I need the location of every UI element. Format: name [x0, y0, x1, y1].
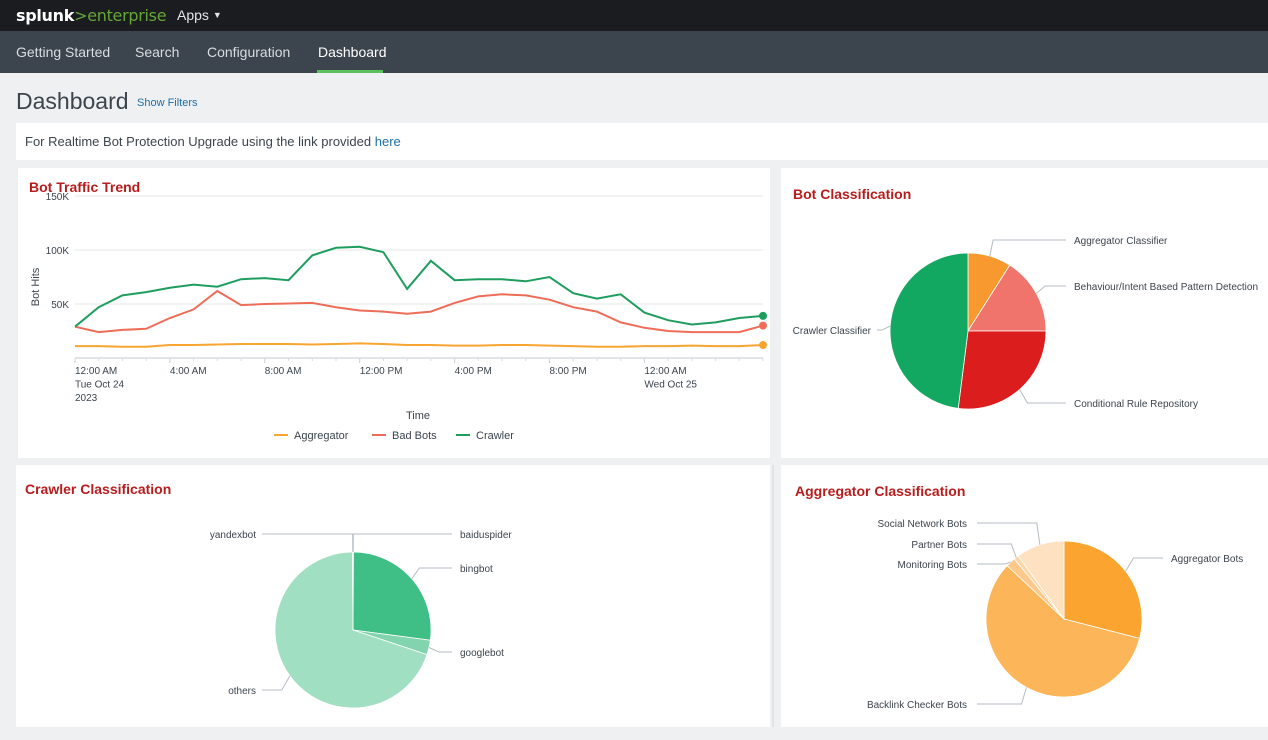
- splunk-logo[interactable]: splunk>enterprise: [16, 6, 167, 25]
- x-tick-label: 4:00 PM: [455, 366, 492, 377]
- series-line-aggregator[interactable]: [75, 342, 764, 348]
- leader-line: [1019, 389, 1066, 404]
- panel-divider: [772, 465, 774, 727]
- leader-line: [989, 239, 1066, 257]
- pie-slice-conditional-rule-repository[interactable]: [957, 330, 1047, 410]
- leader-line: [1036, 285, 1066, 294]
- leader-line: [977, 561, 1011, 565]
- bot-classification-panel: Bot Classification Aggregator Classifier…: [781, 168, 1268, 458]
- crawler-classification-pie: baiduspider bingbot googlebot others yandexb…: [210, 530, 512, 709]
- pie-slice-crawler-classifier[interactable]: [889, 252, 969, 409]
- pie-label-monitoring-bots: Monitoring Bots: [898, 560, 967, 571]
- leader-line: [977, 687, 1027, 705]
- series-endpoint-bad-bots: [759, 321, 767, 330]
- y-tick-label: 50K: [51, 300, 69, 311]
- banner-message: For Realtime Bot Protection Upgrade usin…: [25, 134, 401, 149]
- panel-title-aggregator-classification: Aggregator Classification: [795, 483, 966, 499]
- leader-line: [262, 675, 291, 691]
- nav-configuration[interactable]: Configuration: [207, 44, 291, 60]
- y-axis-ticks: 150K 100K 50K: [46, 192, 70, 311]
- legend-item-aggregator[interactable]: Aggregator: [274, 430, 349, 442]
- pie-slice-bingbot[interactable]: [352, 551, 432, 641]
- nav-search[interactable]: Search: [135, 44, 180, 60]
- x-tick-label: 4:00 AM: [170, 366, 207, 377]
- x-tick-label: 8:00 AM: [265, 366, 302, 377]
- apps-menu[interactable]: Apps ▼: [177, 7, 222, 23]
- pie-label-aggregator-classifier: Aggregator Classifier: [1074, 236, 1168, 247]
- apps-label: Apps: [177, 7, 209, 23]
- banner-text: For Realtime Bot Protection Upgrade usin…: [25, 134, 372, 149]
- page-title: Dashboard: [16, 88, 129, 114]
- crawler-classification-panel: Crawler Classification baiduspider bingbo…: [16, 465, 770, 727]
- pie-label-baiduspider: baiduspider: [460, 530, 512, 541]
- leader-line: [352, 533, 452, 553]
- legend-label: Bad Bots: [392, 430, 437, 442]
- series-lines: [74, 245, 767, 350]
- app-nav-bar: Getting Started Search Configuration Das…: [0, 31, 1268, 73]
- x-tick-label: Wed Oct 25: [644, 380, 697, 391]
- bot-traffic-trend-panel: Bot Traffic Trend 150K 100K 50K Bot Hits 1…: [18, 168, 770, 458]
- pie-slice-backlink-checker-bots[interactable]: [985, 565, 1141, 698]
- panel-title-bot-classification: Bot Classification: [793, 186, 912, 202]
- pie-label-aggregator-bots: Aggregator Bots: [1171, 554, 1243, 565]
- bot-traffic-line-chart: 150K 100K 50K Bot Hits 12:00 AM Tue Oct 24 2…: [30, 192, 767, 442]
- chart-legend[interactable]: Aggregator Bad Bots Crawler: [274, 430, 514, 442]
- pie-slice-social-network-bots[interactable]: [1017, 540, 1065, 621]
- series-line-bad-bots[interactable]: [74, 289, 764, 334]
- series-line-crawler[interactable]: [74, 245, 764, 328]
- aggregator-classification-panel: Aggregator Classification Aggregator Bot…: [781, 465, 1268, 727]
- banner-here-link[interactable]: here: [374, 134, 401, 149]
- panel-title-crawler-classification: Crawler Classification: [25, 481, 172, 497]
- pie-label-googlebot: googlebot: [460, 648, 504, 659]
- pie-label-yandexbot: yandexbot: [210, 530, 256, 541]
- panel-title-bot-traffic-trend: Bot Traffic Trend: [29, 179, 141, 195]
- leader-line: [977, 543, 1017, 558]
- legend-label: Aggregator: [294, 430, 349, 442]
- leader-line: [428, 647, 452, 653]
- pie-label-crawler-classifier: Crawler Classifier: [793, 326, 872, 337]
- pie-slice-behaviour-intent-based-pattern-detection[interactable]: [967, 264, 1047, 332]
- caret-down-icon: ▼: [212, 10, 222, 20]
- y-axis-title: Bot Hits: [30, 267, 42, 306]
- x-axis-title: Time: [406, 410, 430, 422]
- leader-line: [1125, 557, 1163, 572]
- pie-label-conditional-rule-repository: Conditional Rule Repository: [1074, 399, 1198, 410]
- pie-label-backlink-checker-bots: Backlink Checker Bots: [867, 700, 967, 711]
- active-nav-underline: [317, 70, 383, 73]
- x-tick-label: Tue Oct 24: [75, 380, 125, 391]
- show-filters-link[interactable]: Show Filters: [137, 97, 198, 109]
- pie-label-social-network-bots: Social Network Bots: [878, 519, 967, 530]
- pie-label-behaviour-intent-based-pattern-detection: Behaviour/Intent Based Pattern Detection: [1074, 282, 1258, 293]
- x-tick-label: 2023: [75, 393, 98, 404]
- pie-label-bingbot: bingbot: [460, 564, 493, 575]
- chart-gridlines: [75, 195, 763, 305]
- aggregator-classification-pie: Aggregator Bots Backlink Checker Bots Moni…: [867, 519, 1243, 711]
- x-tick-label: 12:00 AM: [75, 366, 117, 377]
- x-tick-label: 12:00 PM: [360, 366, 403, 377]
- leader-line: [877, 325, 891, 331]
- y-tick-label: 100K: [46, 246, 70, 257]
- x-tick-label: 12:00 AM: [644, 366, 686, 377]
- series-endpoint-crawler: [759, 311, 767, 320]
- x-axis-ticks: 12:00 AM Tue Oct 24 2023 4:00 AM 8:00 AM 12:0…: [74, 358, 764, 404]
- pie-label-others: others: [228, 686, 256, 697]
- legend-item-crawler[interactable]: Crawler: [456, 430, 514, 442]
- leader-line: [977, 522, 1041, 545]
- pie-label-partner-bots: Partner Bots: [911, 540, 967, 551]
- legend-label: Crawler: [476, 430, 514, 442]
- leader-line: [262, 533, 354, 553]
- pie-slice-others[interactable]: [274, 551, 428, 709]
- top-bar: splunk>enterprise Apps ▼: [0, 0, 1268, 31]
- y-tick-label: 150K: [46, 192, 70, 203]
- legend-item-bad-bots[interactable]: Bad Bots: [372, 430, 437, 442]
- nav-dashboard[interactable]: Dashboard: [318, 44, 387, 60]
- nav-getting-started[interactable]: Getting Started: [16, 44, 111, 60]
- bot-classification-pie: Aggregator Classifier Behaviour/Intent Ba…: [793, 236, 1258, 410]
- x-tick-label: 8:00 PM: [549, 366, 586, 377]
- leader-line: [411, 567, 452, 580]
- upgrade-banner: For Realtime Bot Protection Upgrade usin…: [16, 123, 1268, 160]
- series-endpoint-aggregator: [759, 341, 767, 350]
